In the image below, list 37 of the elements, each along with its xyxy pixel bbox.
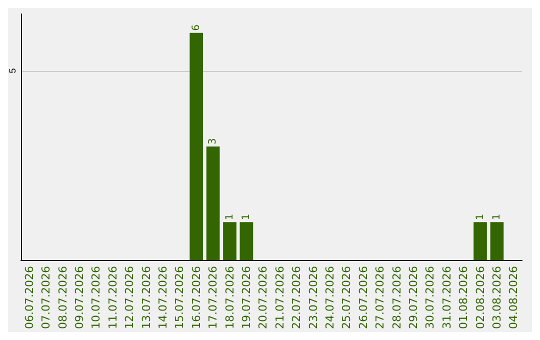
data-label: 1	[240, 214, 252, 220]
x-tick-label: 02.08.2026	[474, 266, 487, 330]
x-tick-label: 07.07.2026	[40, 266, 53, 330]
x-tick-label: 25.07.2026	[340, 266, 354, 330]
x-tick-label: 23.07.2026	[306, 266, 320, 330]
x-tick-label: 26.07.2026	[356, 266, 370, 330]
x-tick-label: 15.07.2026	[173, 266, 186, 330]
x-tick-label: 04.08.2026	[507, 266, 520, 330]
x-tick-label: 31.07.2026	[440, 266, 454, 330]
x-tick-label: 17.07.2026	[206, 266, 220, 330]
x-tick-label: 10.07.2026	[90, 266, 103, 330]
x-tick-label: 01.08.2026	[457, 266, 470, 330]
x-tick-label: 08.07.2026	[56, 266, 70, 330]
x-tick-label: 11.07.2026	[106, 266, 120, 330]
x-tick-label: 28.07.2026	[390, 266, 404, 330]
x-tick-label: 29.07.2026	[406, 266, 420, 330]
x-tick-label: 03.08.2026	[490, 266, 504, 330]
x-tick-label: 18.07.2026	[223, 266, 236, 330]
data-label: 1	[474, 214, 486, 220]
x-tick-label: 22.07.2026	[290, 266, 304, 330]
x-tick-label: 19.07.2026	[240, 266, 253, 330]
x-tick-label: 12.07.2026	[123, 266, 136, 330]
x-tick-label: 13.07.2026	[140, 266, 153, 330]
y-tick-label: 5	[8, 68, 18, 74]
data-label: 3	[208, 138, 219, 144]
x-tick-label: 20.07.2026	[256, 266, 270, 330]
x-tick-label: 24.07.2026	[323, 266, 336, 330]
x-tick-label: 30.07.2026	[424, 266, 437, 330]
x-tick-label: 27.07.2026	[374, 266, 387, 330]
x-tick-label: 09.07.2026	[72, 266, 86, 330]
x-tick-label: 14.07.2026	[156, 266, 170, 330]
x-tick-label: 06.07.2026	[22, 266, 36, 330]
data-label: 6	[190, 24, 202, 31]
x-tick-label: 16.07.2026	[190, 266, 203, 330]
data-label: 1	[224, 214, 236, 220]
data-label: 1	[491, 214, 502, 220]
x-tick-label: 21.07.2026	[273, 266, 286, 330]
